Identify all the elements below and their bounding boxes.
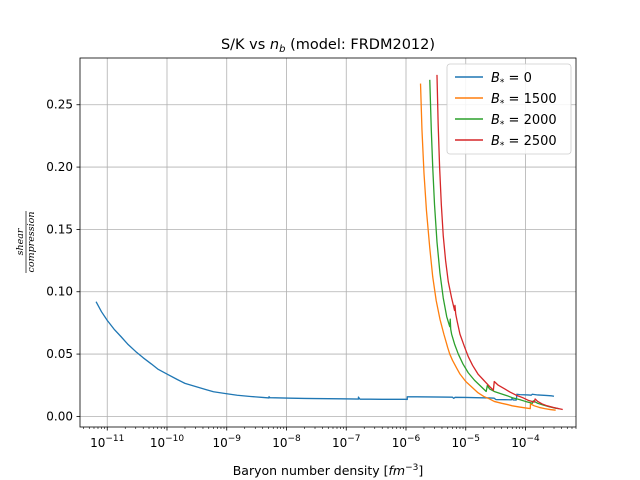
y-tick-label: 0.20 <box>46 160 73 174</box>
y-tick-label: 0.15 <box>46 222 73 236</box>
series-line-0 <box>95 301 555 401</box>
y-tick-label: 0.05 <box>46 347 73 361</box>
x-tick-label: 10−9 <box>212 434 241 450</box>
x-tick-label: 10−6 <box>392 434 421 450</box>
legend-entry: B* = 0 <box>491 71 532 88</box>
y-axis-label-denominator: compression <box>26 212 37 273</box>
y-tick-label: 0.10 <box>46 285 73 299</box>
y-tick-label: 0.25 <box>46 98 73 112</box>
ticks: 10−11 10−10 10−9 10−8 10−7 10−6 10−5 10−4 0.00 0.… <box>46 98 577 450</box>
legend-entry: B* = 2000 <box>491 113 557 130</box>
series-line-3 <box>436 74 563 411</box>
x-tick-label: 10−4 <box>511 434 540 450</box>
legend-box <box>446 63 572 155</box>
legend: B* = 0 B* = 1500 B* = 2000 B* = 2500 <box>446 63 572 155</box>
series-line-1 <box>419 83 556 411</box>
legend-entry: B* = 2500 <box>491 134 557 151</box>
y-tick-label: 0.00 <box>46 409 73 423</box>
y-axis-label-numerator: shear <box>15 227 26 255</box>
x-tick-label: 10−7 <box>332 434 361 450</box>
x-tick-label: 10−8 <box>272 434 301 450</box>
chart-title: S/K vs nb (model: FRDM2012) <box>221 37 435 55</box>
y-axis-label: shear compression <box>15 211 37 273</box>
x-tick-label: 10−11 <box>90 434 124 450</box>
legend-entry: B* = 1500 <box>491 92 557 109</box>
x-axis-label: Baryon number density [fm−3] <box>233 463 424 478</box>
series-layer <box>95 74 563 411</box>
x-tick-label: 10−5 <box>451 434 480 450</box>
x-tick-label: 10−10 <box>150 434 185 450</box>
